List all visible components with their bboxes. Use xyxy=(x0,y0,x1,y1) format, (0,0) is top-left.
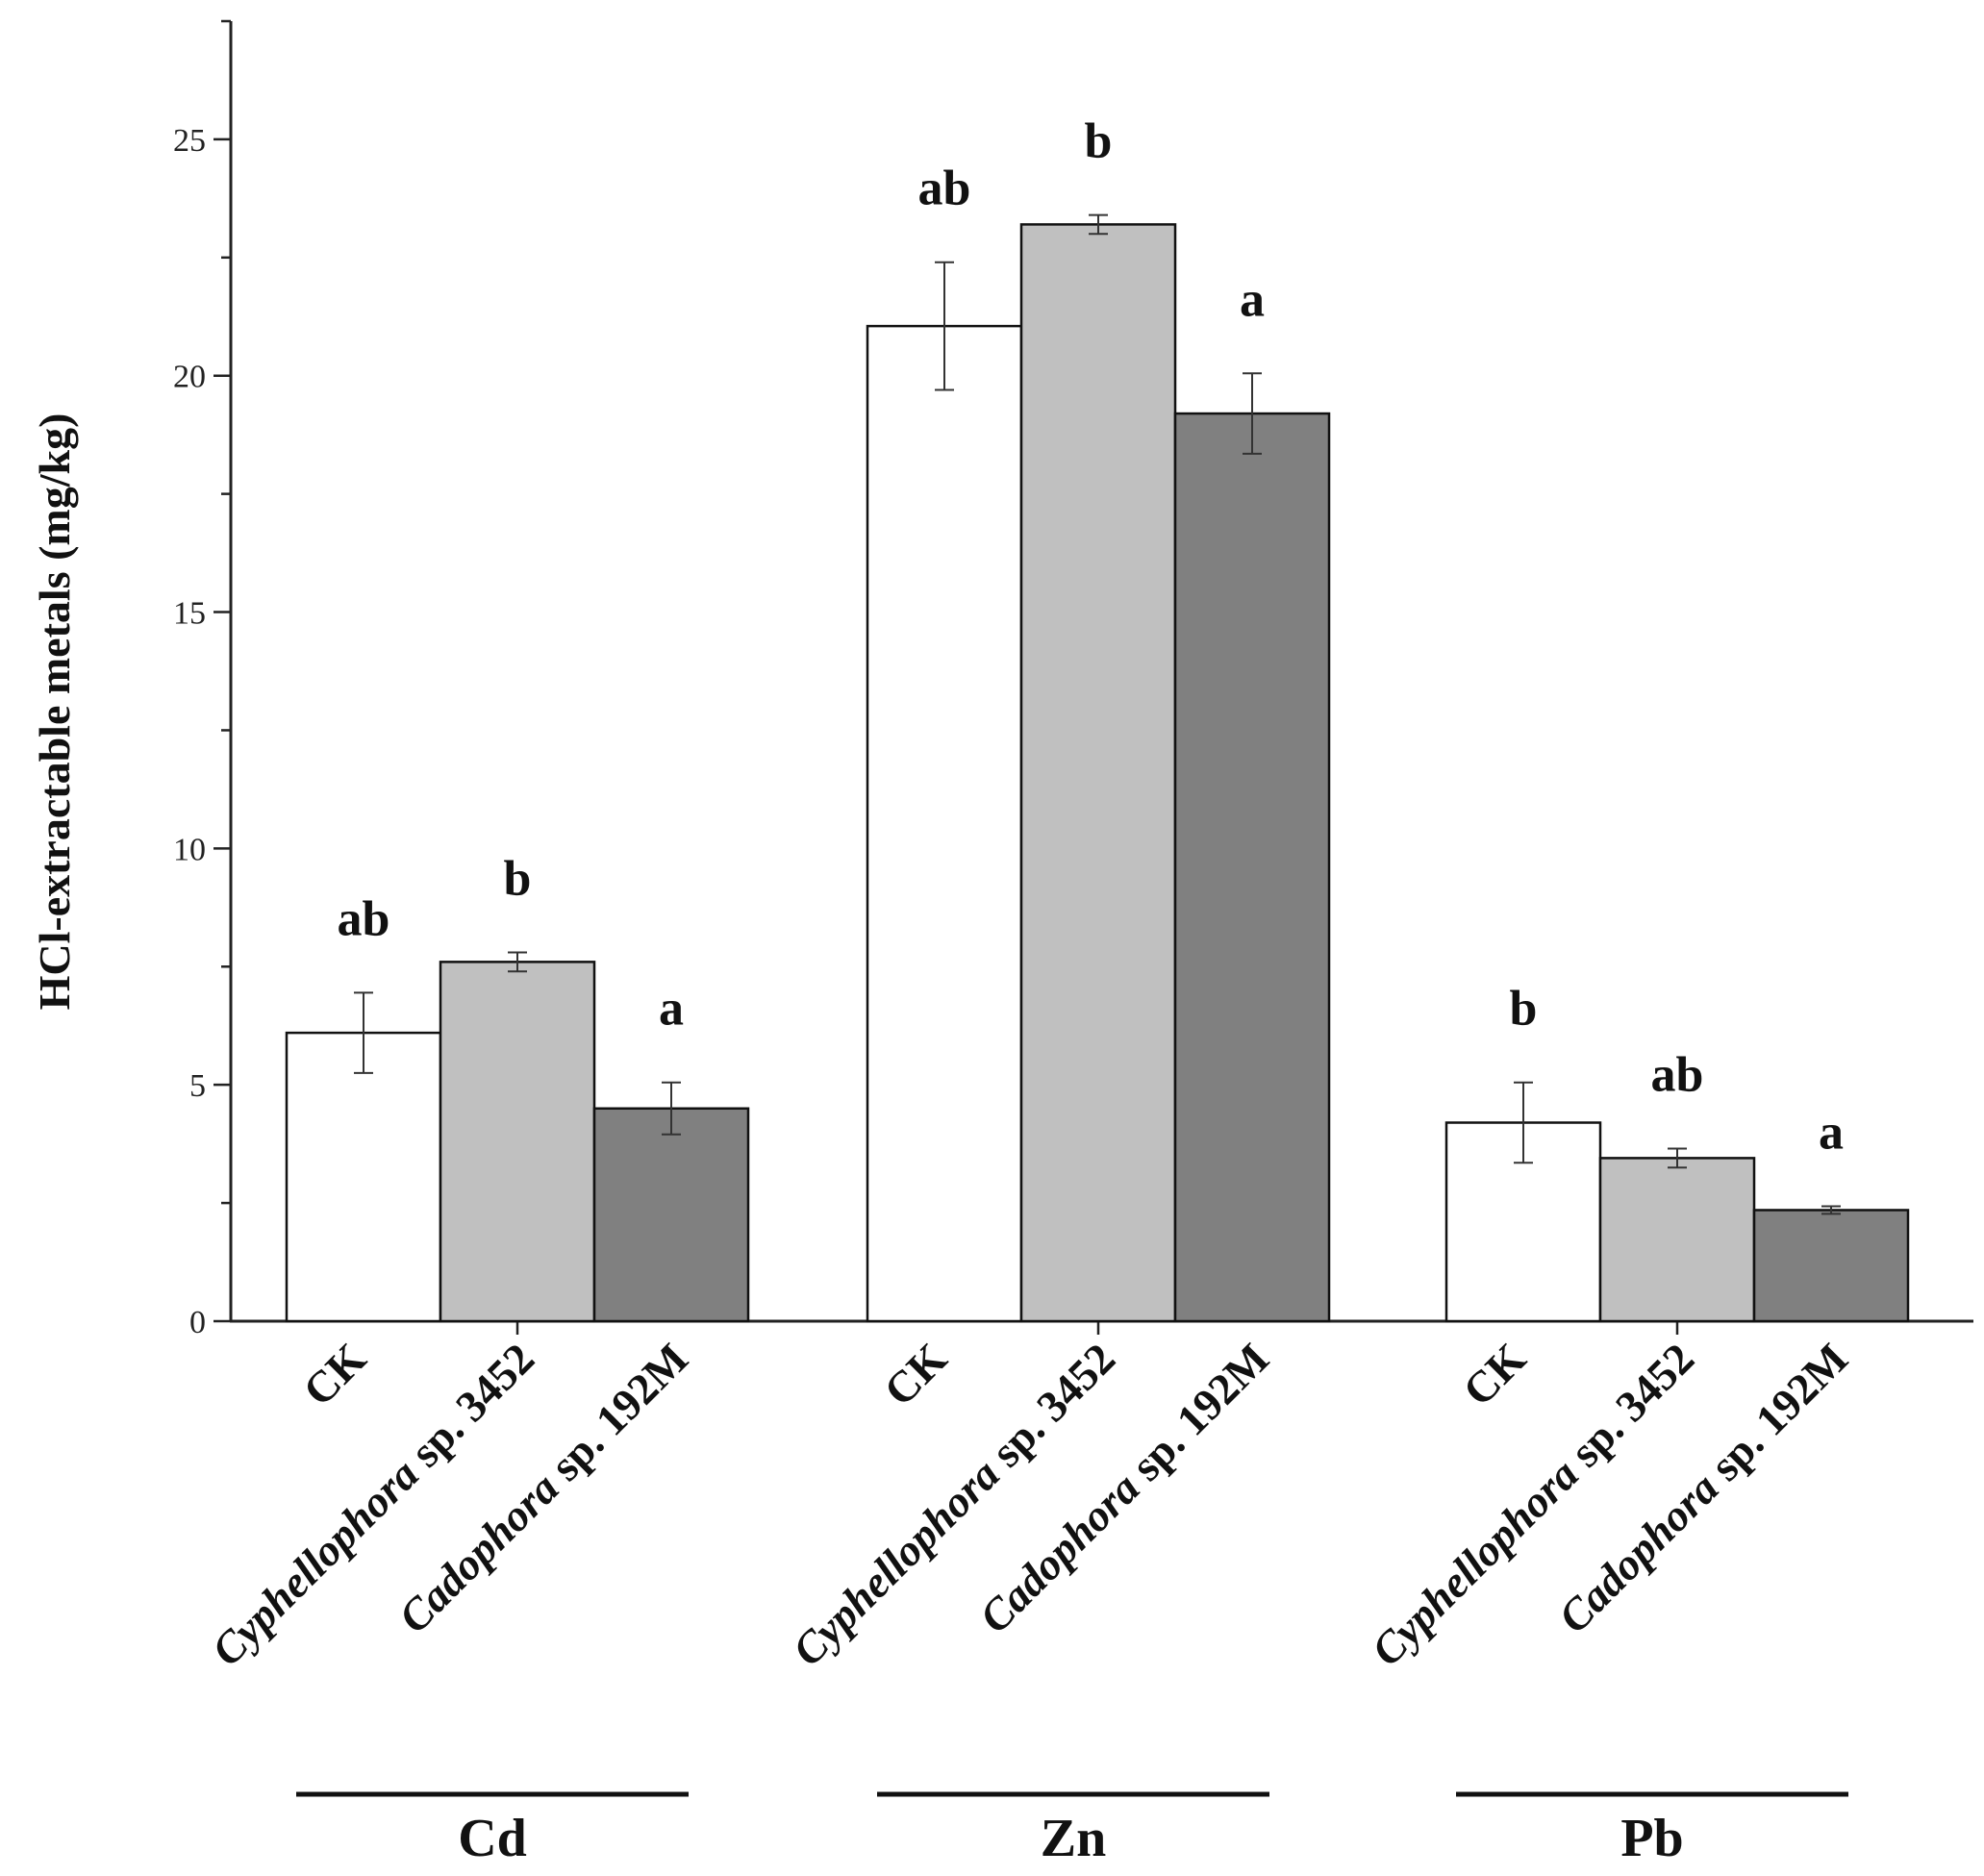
category-label-text: sp. 192M xyxy=(533,1334,697,1498)
bar xyxy=(866,324,1023,1323)
category-label: CK xyxy=(1453,1334,1535,1415)
bar xyxy=(285,1031,442,1323)
significance-letter: ab xyxy=(338,891,390,946)
bar xyxy=(1752,1209,1910,1323)
significance-letter: ab xyxy=(918,162,971,216)
category-label-genus: Cyphellophora xyxy=(1362,1449,1588,1675)
category-label: CK xyxy=(874,1334,956,1415)
significance-letter: b xyxy=(504,852,532,907)
category-label: CK xyxy=(293,1334,375,1415)
significance-letter: ab xyxy=(1651,1048,1704,1103)
bar xyxy=(439,961,596,1323)
bars xyxy=(285,213,1910,1323)
category-label: Cadophora sp. 192M xyxy=(969,1334,1278,1642)
y-axis-label: HCl-extractable metals (mg/kg) xyxy=(30,413,79,1011)
y-tick-label: 25 xyxy=(173,123,206,159)
category-label-text: sp. 3452 xyxy=(393,1334,543,1484)
category-label-genus: Cyphellophora xyxy=(783,1449,1009,1675)
category-label-text: CK xyxy=(293,1334,375,1415)
category-label-text: sp. 3452 xyxy=(1553,1334,1703,1484)
category-label-text: sp. 3452 xyxy=(974,1334,1124,1484)
category-label-text: CK xyxy=(874,1334,956,1415)
significance-letter: a xyxy=(1240,272,1265,327)
group-label: Cd xyxy=(458,1809,527,1868)
category-label-text: sp. 192M xyxy=(1693,1334,1857,1498)
significance-letter: a xyxy=(1819,1106,1844,1161)
group-label: Zn xyxy=(1041,1809,1107,1868)
category-label-genus: Cyphellophora xyxy=(202,1449,428,1675)
y-tick-label: 20 xyxy=(173,360,206,395)
significance-letter: b xyxy=(1510,982,1538,1037)
category-label-text: sp. 192M xyxy=(1114,1334,1278,1498)
y-tick-label: 15 xyxy=(173,596,206,632)
significance-letter: b xyxy=(1085,114,1113,169)
group-label: Pb xyxy=(1620,1809,1683,1868)
y-tick-label: 0 xyxy=(189,1305,206,1340)
bar xyxy=(1598,1157,1756,1323)
y-tick-label: 10 xyxy=(173,832,206,867)
y-tick-label: 5 xyxy=(189,1068,206,1104)
category-label: Cadophora sp. 192M xyxy=(389,1334,697,1642)
bar xyxy=(592,1107,750,1323)
category-label-text: CK xyxy=(1453,1334,1535,1415)
category-label: Cadophora sp. 192M xyxy=(1548,1334,1857,1642)
bar xyxy=(1173,412,1331,1323)
bar xyxy=(1019,223,1177,1323)
significance-letter: a xyxy=(659,982,684,1037)
